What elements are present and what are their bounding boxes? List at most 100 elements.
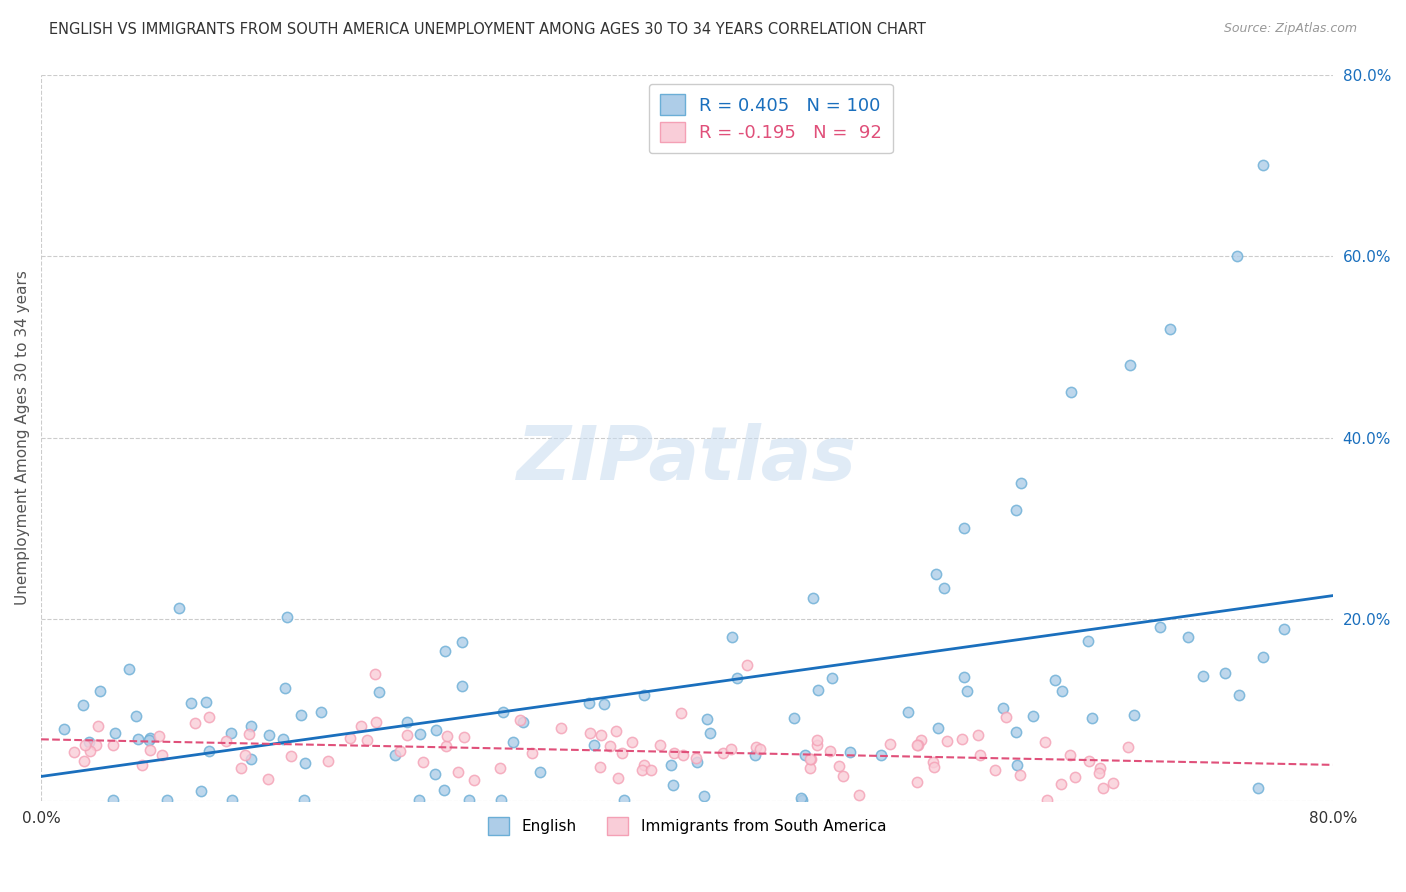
Point <box>240 719 263 733</box>
Point <box>721 630 744 644</box>
Point <box>1088 761 1111 775</box>
Point <box>820 744 842 758</box>
Point <box>633 688 655 702</box>
Point <box>433 782 456 797</box>
Point <box>73 739 96 753</box>
Point <box>138 743 160 757</box>
Point <box>749 742 772 756</box>
Point <box>744 747 766 762</box>
Point <box>685 751 707 765</box>
Point <box>148 729 170 743</box>
Point <box>969 748 991 763</box>
Point <box>1059 748 1081 763</box>
Point <box>219 725 242 739</box>
Point <box>821 671 844 685</box>
Point <box>101 739 124 753</box>
Point <box>233 748 256 763</box>
Point <box>131 758 153 772</box>
Point <box>259 728 281 742</box>
Point <box>897 705 920 719</box>
Point <box>520 746 543 760</box>
Point <box>447 764 470 779</box>
Point <box>936 734 959 748</box>
Point <box>463 772 485 787</box>
Point <box>457 793 479 807</box>
Point <box>956 684 979 698</box>
Point <box>1272 622 1295 636</box>
Point <box>183 715 205 730</box>
Point <box>907 738 929 752</box>
Point <box>368 684 391 698</box>
Point <box>294 756 316 770</box>
Point <box>198 710 221 724</box>
Point <box>1213 665 1236 680</box>
Point <box>910 732 932 747</box>
Point <box>838 745 860 759</box>
Point <box>790 793 813 807</box>
Point <box>364 715 387 730</box>
Point <box>125 709 148 723</box>
Point <box>180 696 202 710</box>
Y-axis label: Unemployment Among Ages 30 to 34 years: Unemployment Among Ages 30 to 34 years <box>15 270 30 605</box>
Point <box>953 521 976 535</box>
Point <box>425 767 447 781</box>
Point <box>995 709 1018 723</box>
Point <box>1177 630 1199 644</box>
Point <box>550 721 572 735</box>
Point <box>1033 735 1056 749</box>
Point <box>238 727 260 741</box>
Point <box>800 752 823 766</box>
Point <box>1226 249 1249 263</box>
Point <box>685 755 707 769</box>
Point <box>925 566 948 581</box>
Point <box>735 657 758 672</box>
Point <box>631 763 654 777</box>
Point <box>156 793 179 807</box>
Point <box>339 731 361 745</box>
Point <box>280 748 302 763</box>
Point <box>621 735 644 749</box>
Point <box>744 739 766 754</box>
Point <box>488 761 510 775</box>
Point <box>984 763 1007 777</box>
Point <box>356 732 378 747</box>
Point <box>927 721 949 735</box>
Point <box>806 733 828 747</box>
Point <box>167 601 190 615</box>
Point <box>806 738 828 752</box>
Point <box>1091 780 1114 795</box>
Point <box>276 609 298 624</box>
Point <box>1007 757 1029 772</box>
Point <box>104 725 127 739</box>
Point <box>1077 633 1099 648</box>
Point <box>693 789 716 804</box>
Point <box>659 757 682 772</box>
Point <box>364 666 387 681</box>
Point <box>79 744 101 758</box>
Point <box>1004 503 1026 517</box>
Point <box>599 739 621 754</box>
Point <box>720 741 742 756</box>
Point <box>509 714 531 728</box>
Point <box>967 728 990 742</box>
Point <box>240 752 263 766</box>
Point <box>72 698 94 712</box>
Point <box>309 705 332 719</box>
Point <box>292 793 315 807</box>
Point <box>801 591 824 605</box>
Point <box>648 738 671 752</box>
Point <box>952 669 974 683</box>
Point <box>1050 776 1073 790</box>
Text: ZIPatlas: ZIPatlas <box>517 423 856 496</box>
Point <box>453 730 475 744</box>
Point <box>1081 711 1104 725</box>
Point <box>612 746 634 760</box>
Point <box>589 728 612 742</box>
Point <box>932 581 955 595</box>
Point <box>512 715 534 730</box>
Point <box>450 634 472 648</box>
Point <box>905 775 928 789</box>
Point <box>633 758 655 772</box>
Point <box>640 763 662 777</box>
Point <box>72 754 94 768</box>
